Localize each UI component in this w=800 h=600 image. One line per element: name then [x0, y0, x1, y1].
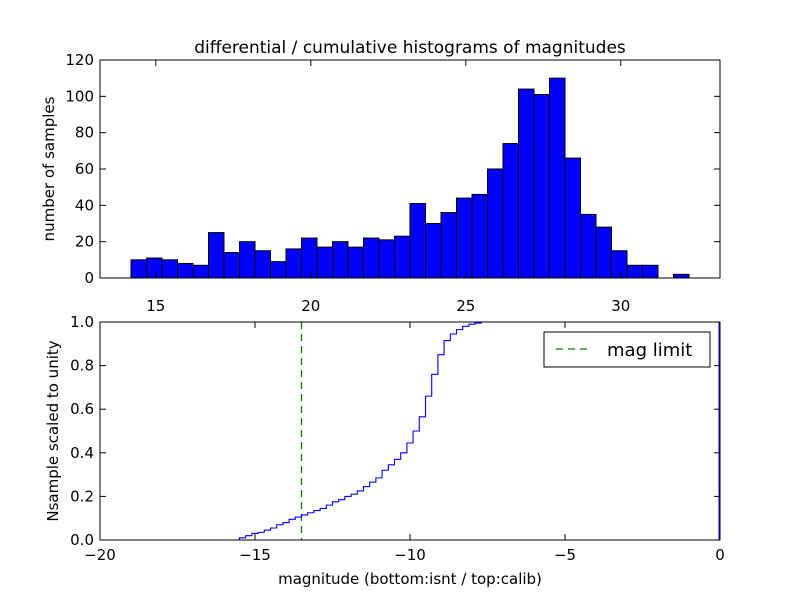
x-tick-label: 15	[146, 297, 165, 315]
histogram-bar	[487, 168, 504, 279]
x-tick-label: −10	[394, 546, 426, 564]
cumulative-ticks: 0.0 0.2 0.4 0.6 0.8 1.0 −20 −15 −10 −5 0	[70, 313, 725, 564]
y-tick-label: 1.0	[70, 313, 94, 331]
histogram-title: differential / cumulative histograms of …	[194, 38, 626, 58]
y-tick-label: 20	[75, 233, 94, 251]
histogram-bar	[254, 250, 271, 279]
histogram-bar	[239, 241, 256, 279]
histogram-bar	[301, 237, 318, 279]
histogram-frame	[99, 59, 721, 279]
cumulative-panel: 0.0 0.2 0.4 0.6 0.8 1.0 −20 −15 −10 −5 0 magnitude…	[44, 313, 725, 588]
x-tick-label: −15	[239, 546, 271, 564]
histogram-bar	[146, 257, 163, 279]
histogram-bar	[456, 197, 473, 279]
y-tick-label: 0	[84, 269, 94, 287]
cumulative-frame	[99, 321, 721, 541]
y-tick-label: 80	[75, 124, 94, 142]
histogram-bar	[208, 232, 225, 279]
legend-label: mag limit	[607, 340, 692, 361]
y-tick-label: 0.2	[70, 487, 94, 505]
cumulative-step-line	[100, 321, 720, 541]
x-tick-label: 25	[456, 297, 475, 315]
legend: mag limit	[543, 331, 711, 368]
histogram-bar	[394, 235, 411, 279]
legend-box	[543, 331, 711, 368]
histogram-bar	[177, 262, 194, 279]
histogram-bar	[533, 94, 550, 279]
x-tick-label: 0	[715, 546, 725, 564]
y-tick-label: 60	[75, 160, 94, 178]
x-tick-label: 20	[301, 297, 320, 315]
histogram-bar	[409, 203, 426, 279]
histogram-bars	[130, 77, 690, 279]
histogram-bar	[192, 264, 209, 279]
histogram-panel: 0 20 40 60 80 100 120 15 20 25 30 differential / c…	[40, 38, 721, 315]
histogram-bar	[626, 264, 643, 279]
histogram-bar	[285, 248, 302, 279]
histogram-bar	[161, 259, 178, 279]
histogram-y-axis-label: number of samples	[40, 96, 58, 241]
histogram-bar	[642, 264, 659, 279]
histogram-bar	[223, 252, 240, 279]
histogram-bar	[347, 246, 364, 279]
histogram-bar	[549, 77, 566, 279]
histogram-bar	[440, 212, 457, 279]
histogram-bar	[580, 213, 597, 279]
histogram-bar	[378, 239, 395, 279]
y-tick-label: 0.8	[70, 357, 94, 375]
histogram-bar	[564, 157, 581, 279]
histogram-bar	[611, 250, 628, 279]
histogram-bar	[425, 223, 442, 279]
histogram-bar	[502, 143, 519, 279]
histogram-bar	[595, 226, 612, 279]
histogram-bar	[471, 193, 488, 279]
histogram-bar	[332, 241, 349, 279]
histogram-bar	[316, 246, 333, 279]
x-tick-label: −5	[554, 546, 576, 564]
y-tick-label: 120	[65, 51, 94, 69]
y-tick-label: 0.0	[70, 531, 94, 549]
y-tick-label: 100	[65, 87, 94, 105]
histogram-bar	[673, 273, 690, 279]
histogram-bar	[270, 261, 287, 279]
x-tick-label: 30	[611, 297, 630, 315]
y-tick-label: 40	[75, 196, 94, 214]
cumulative-x-axis-label: magnitude (bottom:isnt / top:calib)	[278, 570, 542, 588]
y-tick-label: 0.6	[70, 400, 94, 418]
histogram-bar	[363, 237, 380, 279]
histogram-ticks: 0 20 40 60 80 100 120 15 20 25 30	[65, 51, 720, 315]
y-tick-label: 0.4	[70, 444, 94, 462]
cumulative-y-axis-label: Nsample scaled to unity	[44, 340, 62, 521]
histogram-bar	[130, 259, 147, 279]
histogram-bar	[518, 88, 535, 279]
x-tick-label: −20	[84, 546, 116, 564]
